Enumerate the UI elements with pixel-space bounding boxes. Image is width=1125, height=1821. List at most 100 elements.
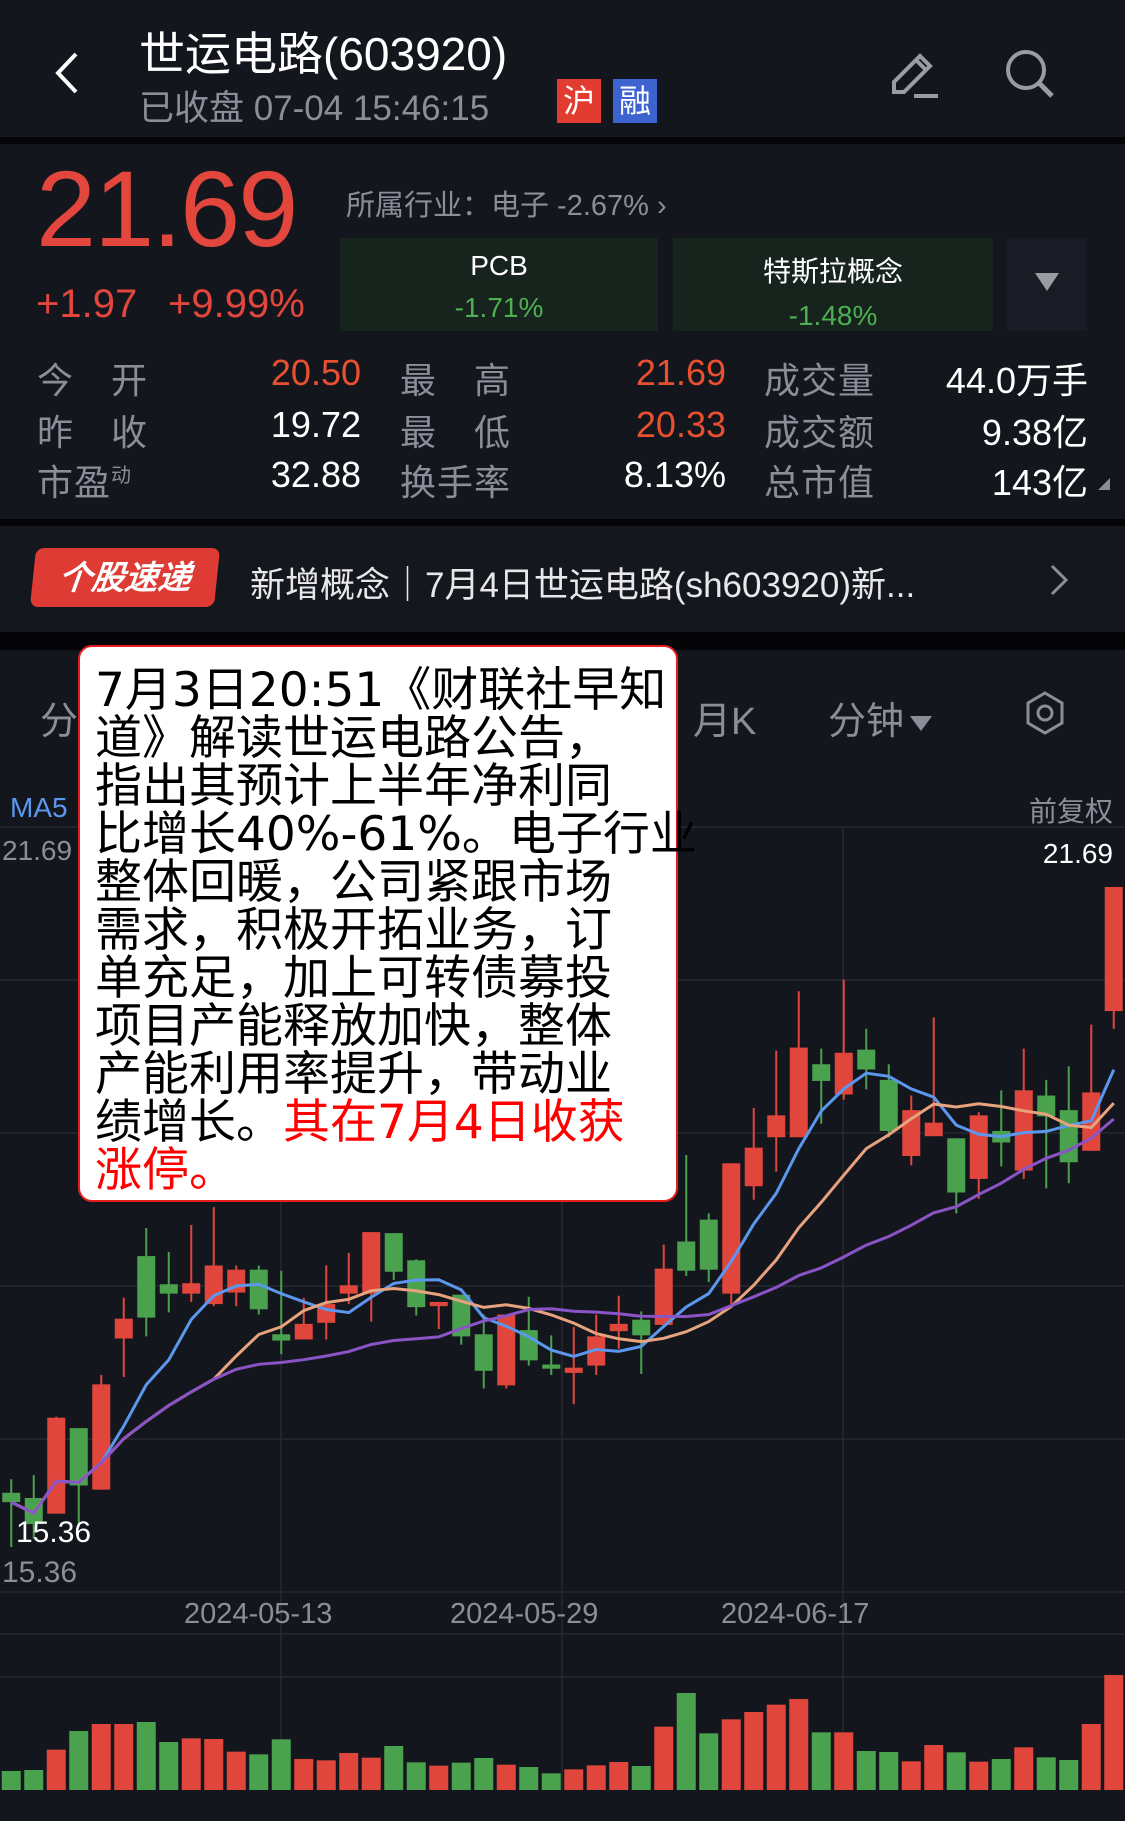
- candle-down: [384, 1233, 403, 1272]
- tooltip-text: 单充足，加上可转债募投: [95, 951, 612, 1006]
- tab-minute[interactable]: 分钟: [828, 690, 933, 745]
- stat-label: 今 开: [37, 352, 148, 404]
- pencil-icon[interactable]: [886, 48, 944, 102]
- candle-down: [947, 1138, 966, 1193]
- tab-minute-label: 分钟: [828, 701, 905, 743]
- volume-bar: [226, 1751, 246, 1790]
- search-icon[interactable]: [1002, 46, 1060, 102]
- caret-down-icon: [1035, 273, 1059, 291]
- concept-pcb[interactable]: PCB -1.71%: [340, 238, 658, 331]
- tooltip-line: 需求，积极开拓业务，订: [95, 907, 676, 955]
- volume-bar: [789, 1699, 809, 1790]
- stat-label: 昨 收: [37, 404, 148, 456]
- concept-pct: -1.71%: [454, 292, 544, 323]
- tooltip-line: 产能利用率提升，带动业: [95, 1051, 676, 1099]
- candle-up: [722, 1163, 741, 1294]
- ma20-line: [10, 1117, 1115, 1516]
- volume-bar: [136, 1722, 156, 1790]
- volume-bar: [541, 1773, 561, 1790]
- stat-label-text: 今 开: [37, 360, 149, 401]
- tab-partial[interactable]: 分: [40, 701, 79, 743]
- axis-min-label: 15.36: [2, 1556, 78, 1589]
- tooltip-line: 指出其预计上半年净利同: [95, 763, 676, 811]
- x-tick-label: 2024-05-29: [450, 1598, 599, 1630]
- market-status: 已收盘 07-04 15:46:15: [139, 89, 490, 128]
- stat-value: 8.13%: [623, 454, 726, 495]
- adjust-mode[interactable]: 前复权: [1028, 796, 1113, 827]
- volume-bar: [451, 1762, 471, 1790]
- tooltip-line: 道》解读世运电路公告，: [95, 715, 676, 763]
- tooltip-text: 7月3日20:51《财联社早知: [95, 663, 667, 718]
- candle-up: [767, 1115, 786, 1138]
- stat-value: 20.33: [635, 404, 726, 445]
- tab-monthly-k[interactable]: 月K: [693, 701, 757, 743]
- candle-down: [137, 1256, 156, 1318]
- candle-down: [272, 1334, 291, 1341]
- volume-bar: [834, 1732, 854, 1790]
- candle-down: [519, 1330, 538, 1361]
- axis-max-label: 21.69: [2, 835, 73, 866]
- corner-triangle-icon[interactable]: [1098, 478, 1110, 490]
- tooltip-text: 道》解读世运电路公告，: [95, 711, 612, 766]
- candle-up: [1104, 887, 1123, 1012]
- stat-label-text: 成交额: [764, 412, 876, 453]
- stat-label-text: 市盈: [37, 462, 112, 503]
- margin-badge: 融: [613, 79, 657, 123]
- stat-label-text: 昨 收: [37, 412, 149, 453]
- ma-legend: MA5: [10, 792, 68, 823]
- volume-bar: [1059, 1760, 1079, 1790]
- concept-name: 特斯拉概念: [762, 256, 903, 287]
- stat-label: 换手率: [400, 454, 511, 506]
- volume-bar: [676, 1693, 696, 1790]
- concept-pct: -1.48%: [788, 300, 878, 331]
- candle-up: [789, 1047, 808, 1138]
- chevron-right-icon[interactable]: [1048, 562, 1070, 598]
- tooltip-line: 涨停。: [95, 1147, 676, 1195]
- concepts-expand-button[interactable]: [1007, 238, 1087, 331]
- stat-value: 32.88: [270, 454, 361, 495]
- volume-bar: [631, 1766, 651, 1790]
- candle-up: [204, 1265, 223, 1305]
- kline-chart[interactable]: [0, 650, 1125, 1821]
- stat-label: 最 高: [400, 352, 511, 404]
- tooltip-line: 比增长40%-61%。电子行业: [95, 811, 697, 859]
- volume-bar: [114, 1724, 134, 1790]
- volume-bar: [1014, 1747, 1034, 1790]
- candle-up: [429, 1301, 448, 1307]
- tooltip-text: 绩增长。: [95, 1095, 283, 1150]
- candle-up: [1014, 1090, 1033, 1171]
- tooltip-line: 单充足，加上可转债募投: [95, 955, 676, 1003]
- candle-up: [47, 1417, 66, 1514]
- news-ticker[interactable]: 个股速递 新增概念｜7月4日世运电路(sh603920)新...: [0, 526, 1125, 632]
- exchange-badge: 沪: [557, 79, 601, 123]
- industry-link[interactable]: 所属行业：电子 -2.67% ›: [346, 182, 667, 224]
- tooltip-text: 项目产能释放加快，整体: [95, 999, 612, 1054]
- candle-up: [339, 1285, 358, 1294]
- concept-tesla[interactable]: 特斯拉概念 -1.48%: [673, 238, 993, 331]
- volume-bar: [1036, 1757, 1056, 1790]
- stat-label: 最 低: [400, 404, 511, 456]
- tooltip-text: 整体回暖，公司紧跟市场: [95, 855, 612, 910]
- volume-bar: [339, 1753, 359, 1790]
- candle-down: [632, 1319, 651, 1336]
- hexagon-settings-icon[interactable]: [1024, 690, 1066, 736]
- tooltip-line: 绩增长。其在7月4日收获: [95, 1099, 676, 1147]
- stat-label-text: 总市值: [764, 462, 876, 503]
- volume-bar: [879, 1752, 899, 1790]
- news-tooltip: 7月3日20:51《财联社早知 道》解读世运电路公告， 指出其预计上半年净利同 比增长…: [78, 645, 697, 1202]
- volume-bar: [159, 1742, 179, 1790]
- candle-down: [407, 1260, 426, 1308]
- candle-down: [699, 1219, 718, 1270]
- chevron-left-icon[interactable]: [52, 50, 82, 96]
- last-price-label: 21.69: [1042, 838, 1113, 869]
- tooltip-line: 7月3日20:51《财联社早知: [95, 667, 676, 715]
- news-headline: 新增概念｜7月4日世运电路(sh603920)新...: [250, 566, 916, 605]
- volume-bar: [91, 1724, 111, 1790]
- candle-up: [744, 1147, 763, 1187]
- volume-bar: [1081, 1724, 1101, 1790]
- stat-label: 成交量: [764, 352, 875, 404]
- volume-bar: [69, 1731, 89, 1790]
- candle-up: [497, 1314, 516, 1386]
- volume-bar: [699, 1733, 719, 1790]
- stat-label-text: 最 高: [400, 360, 512, 401]
